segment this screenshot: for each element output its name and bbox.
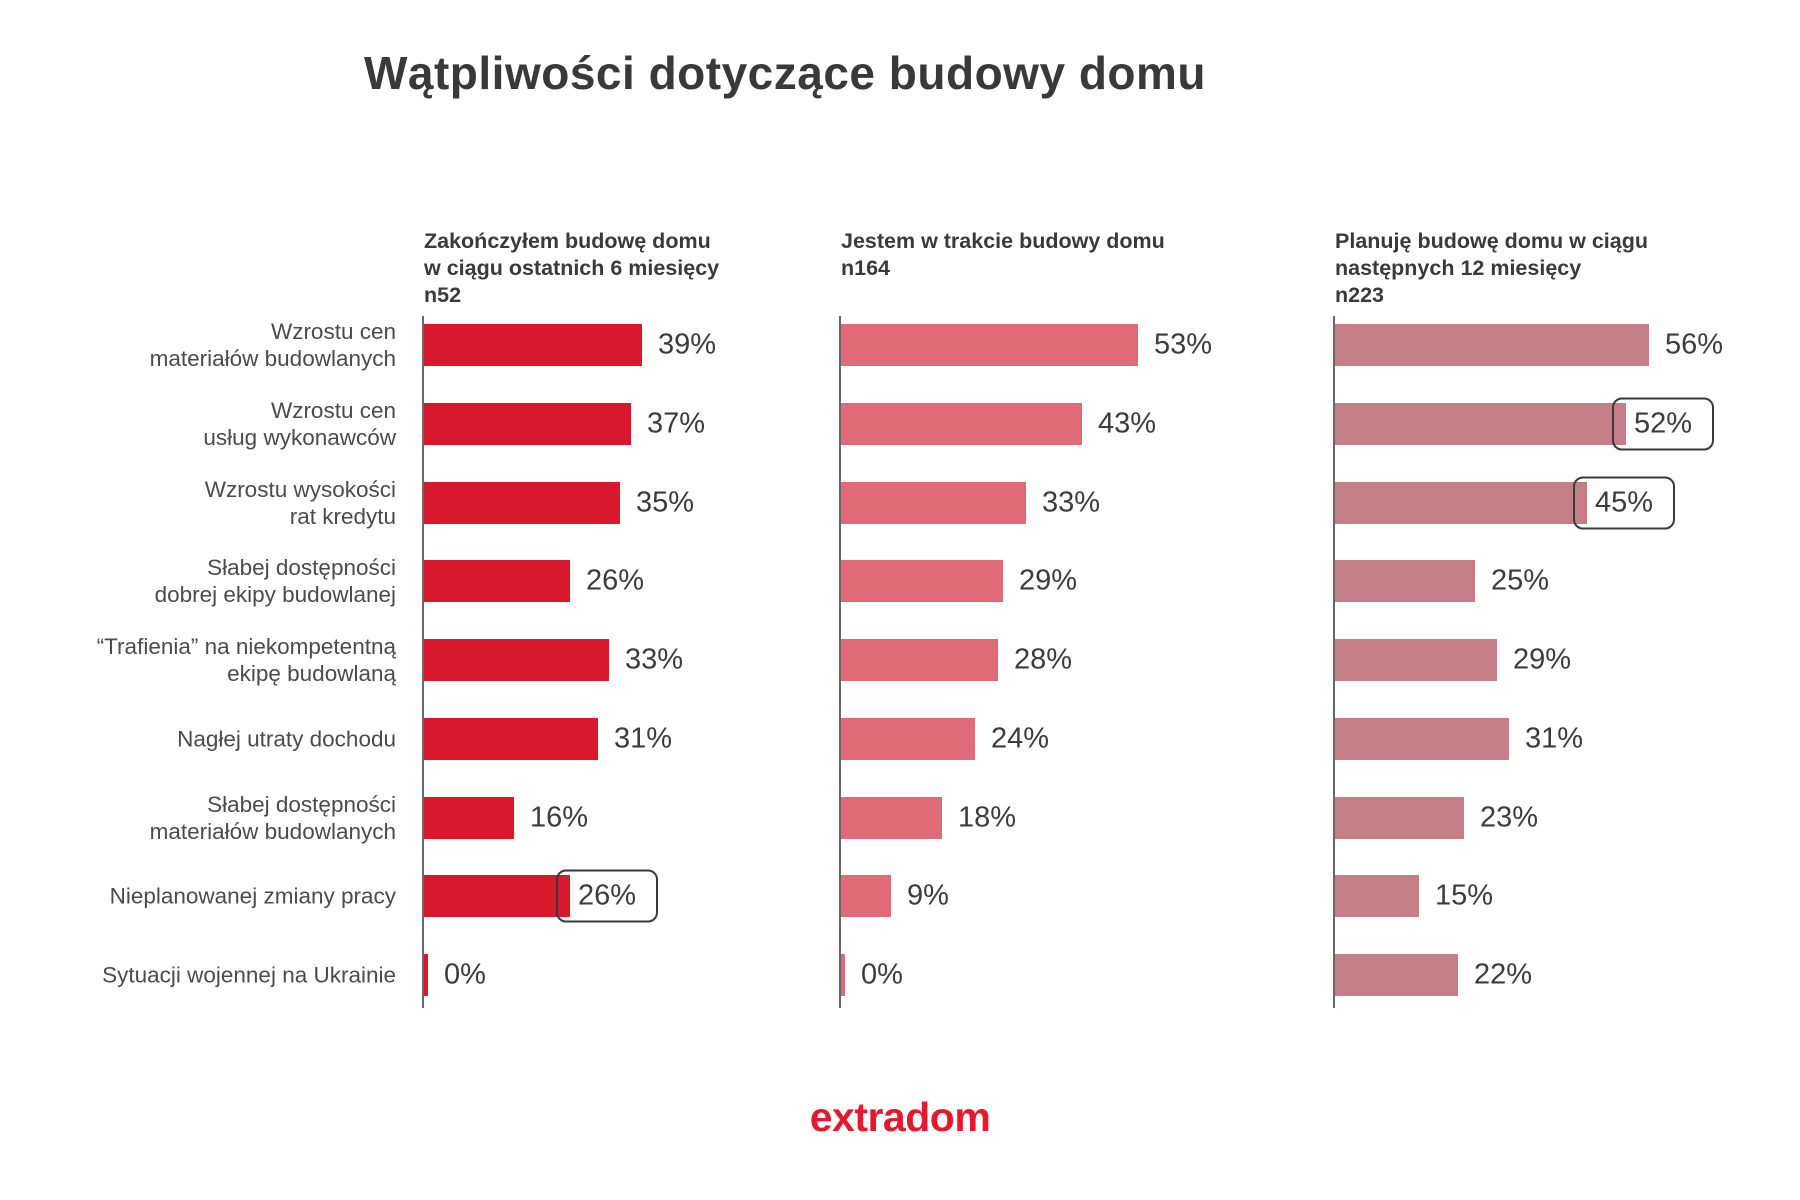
bar — [1335, 402, 1626, 445]
bar — [1335, 560, 1475, 603]
value-label: 28% — [1014, 643, 1073, 676]
bar — [841, 717, 975, 760]
bar — [1335, 717, 1509, 760]
bar — [424, 402, 631, 445]
value-label: 43% — [1098, 407, 1157, 440]
category-label: Słabej dostępności materiałów budowlanyc… — [149, 791, 396, 844]
value-label: 33% — [625, 643, 684, 676]
value-label: 56% — [1665, 328, 1724, 361]
bar — [424, 481, 620, 524]
category-label: Słabej dostępności dobrej ekipy budowlan… — [154, 555, 396, 608]
highlighted-value-label: 52% — [1612, 397, 1715, 451]
bar — [841, 402, 1082, 445]
axis-line — [1333, 316, 1335, 1008]
category-label: Wzrostu wysokości rat kredytu — [204, 476, 396, 529]
bar — [424, 954, 428, 996]
category-label: Wzrostu cen usług wykonawców — [203, 397, 396, 450]
value-label: 31% — [614, 722, 673, 755]
value-label: 25% — [1491, 564, 1550, 597]
bar — [841, 560, 1003, 603]
value-label: 37% — [647, 407, 706, 440]
highlighted-value-label: 26% — [556, 869, 659, 923]
bar — [841, 639, 998, 681]
bar — [1335, 639, 1497, 681]
value-label: 33% — [1042, 486, 1101, 518]
value-label: 31% — [1525, 722, 1584, 755]
value-label: 23% — [1480, 801, 1539, 833]
category-label: Sytuacji wojennej na Ukrainie — [102, 962, 396, 988]
axis-line — [839, 316, 841, 1008]
value-label: 53% — [1154, 328, 1213, 361]
highlighted-value-label: 45% — [1573, 476, 1676, 529]
page-title: Wątpliwości dotyczące budowy domu — [363, 47, 1207, 99]
series-header: Zakończyłem budowę domu w ciągu ostatnic… — [424, 229, 720, 307]
category-label: Nieplanowanej zmiany pracy — [109, 883, 396, 909]
bar — [424, 639, 609, 681]
extradom-logo: extradom — [809, 1094, 991, 1140]
value-label: 24% — [991, 722, 1050, 755]
bar — [424, 796, 514, 839]
bar — [424, 560, 570, 603]
bar — [1335, 875, 1419, 918]
bar — [841, 796, 942, 839]
bar — [1335, 481, 1587, 524]
category-label: Nagłej utraty dochodu — [177, 726, 396, 752]
series-header: Jestem w trakcie budowy domu n164 — [841, 229, 1165, 280]
value-label: 39% — [658, 328, 717, 361]
value-label: 22% — [1474, 958, 1533, 991]
axis-line — [422, 316, 424, 1008]
bar — [424, 717, 598, 760]
bar — [841, 875, 891, 918]
value-label: 35% — [636, 486, 695, 518]
value-label: 29% — [1513, 643, 1572, 676]
bar — [1335, 324, 1649, 366]
value-label: 0% — [444, 958, 486, 991]
bar — [841, 954, 845, 996]
bar — [1335, 796, 1464, 839]
value-label: 29% — [1019, 564, 1078, 597]
value-label: 18% — [958, 801, 1017, 833]
bar — [424, 324, 642, 366]
bar — [424, 875, 570, 918]
value-label: 15% — [1435, 879, 1494, 912]
bar — [1335, 954, 1458, 996]
value-label: 0% — [861, 958, 903, 991]
category-label: Wzrostu cen materiałów budowlanych — [149, 319, 396, 371]
series-header: Planuję budowę domu w ciągu następnych 1… — [1335, 229, 1648, 307]
value-label: 9% — [907, 879, 949, 912]
value-label: 26% — [586, 564, 645, 597]
bar — [841, 324, 1138, 366]
category-label: “Trafienia” na niekompetentną ekipę budo… — [96, 634, 396, 686]
value-label: 16% — [530, 801, 589, 833]
bar — [841, 481, 1026, 524]
